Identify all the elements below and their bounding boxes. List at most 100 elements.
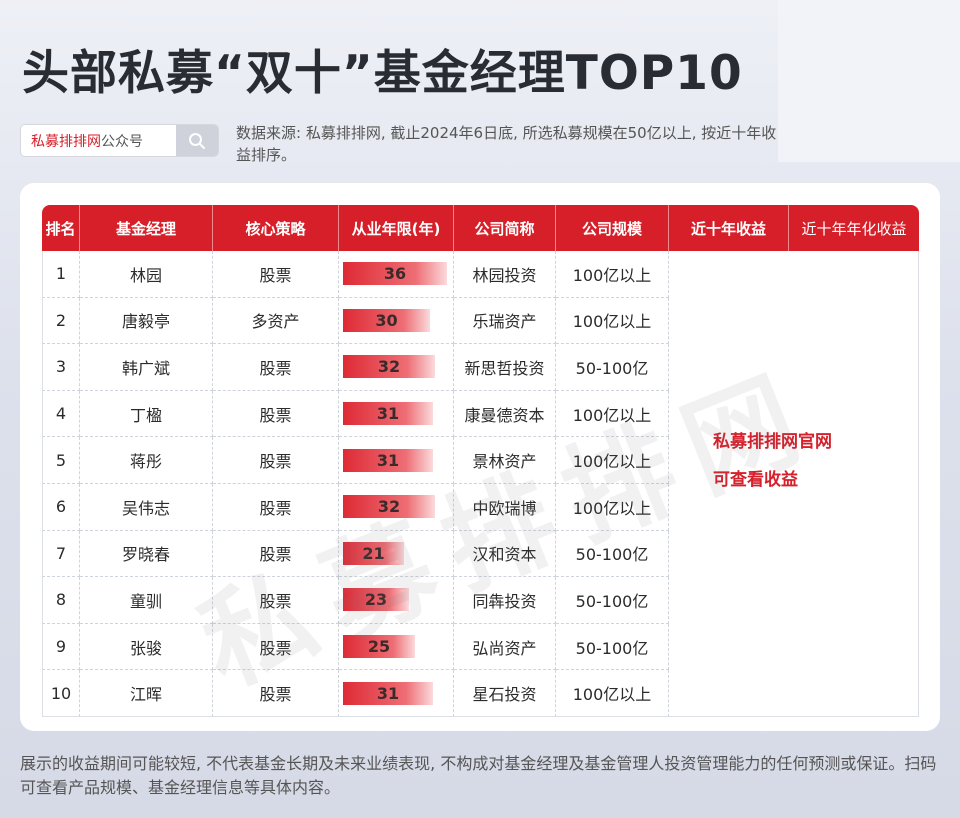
strategy-cell: 股票 (213, 251, 339, 298)
rank-cell: 4 (42, 390, 80, 438)
years-bar: 31 (343, 681, 433, 705)
header-company: 公司简称 (454, 205, 556, 251)
rank-cell: 8 (42, 577, 80, 624)
company-cell: 新思哲投资 (454, 344, 556, 391)
years-cell: 21 (339, 530, 454, 578)
table-header-row: 排名 基金经理 核心策略 从业年限(年) 公司简称 公司规模 近十年收益 近十年… (42, 205, 919, 251)
rank-cell: 6 (42, 483, 80, 531)
years-bar: 23 (343, 588, 409, 612)
strategy-cell: 股票 (213, 577, 339, 624)
years-bar: 21 (343, 541, 404, 565)
data-source-note: 数据来源: 私募排排网, 截止2024年6日底, 所选私募规模在50亿以上, 按… (236, 124, 777, 164)
manager-cell: 江晖 (80, 670, 213, 717)
scale-cell: 50-100亿 (556, 344, 669, 391)
years-cell: 32 (339, 344, 454, 391)
rank-cell: 7 (42, 530, 80, 578)
strategy-cell: 股票 (213, 623, 339, 671)
scale-cell: 50-100亿 (556, 577, 669, 624)
company-cell: 康曼德资本 (454, 390, 556, 438)
returns-note-line2: 可查看收益 (713, 470, 798, 490)
scale-cell: 50-100亿 (556, 530, 669, 578)
years-bar: 32 (343, 495, 435, 519)
company-cell: 景林资产 (454, 437, 556, 484)
years-bar: 31 (343, 402, 433, 426)
header-ten-year-return: 近十年收益 (669, 205, 789, 251)
years-bar: 30 (343, 308, 430, 332)
years-cell: 32 (339, 483, 454, 531)
search-query[interactable]: 私募排排网 公众号 (21, 125, 176, 156)
scale-cell: 100亿以上 (556, 251, 669, 298)
returns-note-line1: 私募排排网官网 (713, 432, 832, 452)
disclaimer-text: 展示的收益期间可能较短, 不代表基金长期及未来业绩表现, 不构成对基金经理及基金… (20, 754, 937, 797)
company-cell: 同犇投资 (454, 577, 556, 624)
scale-cell: 100亿以上 (556, 390, 669, 438)
manager-cell: 韩广斌 (80, 344, 213, 391)
years-cell: 25 (339, 623, 454, 671)
strategy-cell: 股票 (213, 437, 339, 484)
strategy-cell: 股票 (213, 483, 339, 531)
manager-cell: 唐毅亭 (80, 297, 213, 345)
scale-cell: 50-100亿 (556, 623, 669, 671)
years-bar: 25 (343, 635, 415, 659)
header-manager: 基金经理 (80, 205, 213, 251)
search-suffix-text: 公众号 (101, 133, 143, 150)
table-row: 9 张骏 股票 25 弘尚资产 50-100亿 (42, 623, 919, 671)
years-cell: 30 (339, 297, 454, 345)
search-bar[interactable]: 私募排排网 公众号 (20, 124, 219, 157)
manager-cell: 吴伟志 (80, 483, 213, 531)
years-cell: 31 (339, 390, 454, 438)
strategy-cell: 多资产 (213, 297, 339, 345)
strategy-cell: 股票 (213, 390, 339, 438)
company-cell: 汉和资本 (454, 530, 556, 578)
rank-cell: 10 (42, 670, 80, 717)
rank-cell: 3 (42, 344, 80, 391)
years-cell: 31 (339, 437, 454, 484)
returns-merged-cell: 私募排排网官网 可查看收益 (669, 251, 919, 717)
search-brand-text: 私募排排网 (31, 133, 101, 150)
page-title: 头部私募“双十”基金经理TOP10 (22, 46, 743, 101)
company-cell: 星石投资 (454, 670, 556, 717)
scale-cell: 100亿以上 (556, 483, 669, 531)
table-row: 3 韩广斌 股票 32 新思哲投资 50-100亿 (42, 344, 919, 391)
manager-cell: 蒋彤 (80, 437, 213, 484)
ranking-table: 排名 基金经理 核心策略 从业年限(年) 公司简称 公司规模 近十年收益 近十年… (42, 205, 919, 717)
scale-cell: 100亿以上 (556, 670, 669, 717)
header-ten-year-annualized: 近十年年化收益 (789, 205, 919, 251)
rank-cell: 5 (42, 437, 80, 484)
table-row: 4 丁楹 股票 31 康曼德资本 100亿以上 (42, 390, 919, 438)
years-cell: 31 (339, 670, 454, 717)
company-cell: 林园投资 (454, 251, 556, 298)
manager-cell: 林园 (80, 251, 213, 298)
manager-cell: 童驯 (80, 577, 213, 624)
strategy-cell: 股票 (213, 344, 339, 391)
returns-note[interactable]: 私募排排网官网 可查看收益 (713, 423, 832, 499)
table-row: 8 童驯 股票 23 同犇投资 50-100亿 (42, 577, 919, 624)
strategy-cell: 股票 (213, 530, 339, 578)
company-cell: 弘尚资产 (454, 623, 556, 671)
years-bar: 31 (343, 448, 433, 472)
table-row: 5 蒋彤 股票 31 景林资产 100亿以上 (42, 437, 919, 484)
header-rank: 排名 (42, 205, 80, 251)
years-bar: 36 (343, 262, 447, 286)
header-blank-area (778, 0, 960, 162)
years-cell: 36 (339, 251, 454, 298)
table-row: 6 吴伟志 股票 32 中欧瑞博 100亿以上 (42, 483, 919, 531)
table-row: 1 林园 股票 36 林园投资 100亿以上 私募排排网官网 可查看收益 (42, 251, 919, 717)
header-strategy: 核心策略 (213, 205, 339, 251)
strategy-cell: 股票 (213, 670, 339, 717)
search-button[interactable] (176, 125, 218, 156)
rank-cell: 1 (42, 251, 80, 298)
table-row: 10 江晖 股票 31 星石投资 100亿以上 (42, 670, 919, 717)
years-bar: 32 (343, 355, 435, 379)
manager-cell: 罗晓春 (80, 530, 213, 578)
scale-cell: 100亿以上 (556, 297, 669, 345)
search-icon (189, 132, 205, 149)
company-cell: 乐瑞资产 (454, 297, 556, 345)
manager-cell: 丁楹 (80, 390, 213, 438)
rank-cell: 9 (42, 623, 80, 671)
manager-cell: 张骏 (80, 623, 213, 671)
years-cell: 23 (339, 577, 454, 624)
company-cell: 中欧瑞博 (454, 483, 556, 531)
table-row: 7 罗晓春 股票 21 汉和资本 50-100亿 (42, 530, 919, 578)
header-scale: 公司规模 (556, 205, 669, 251)
